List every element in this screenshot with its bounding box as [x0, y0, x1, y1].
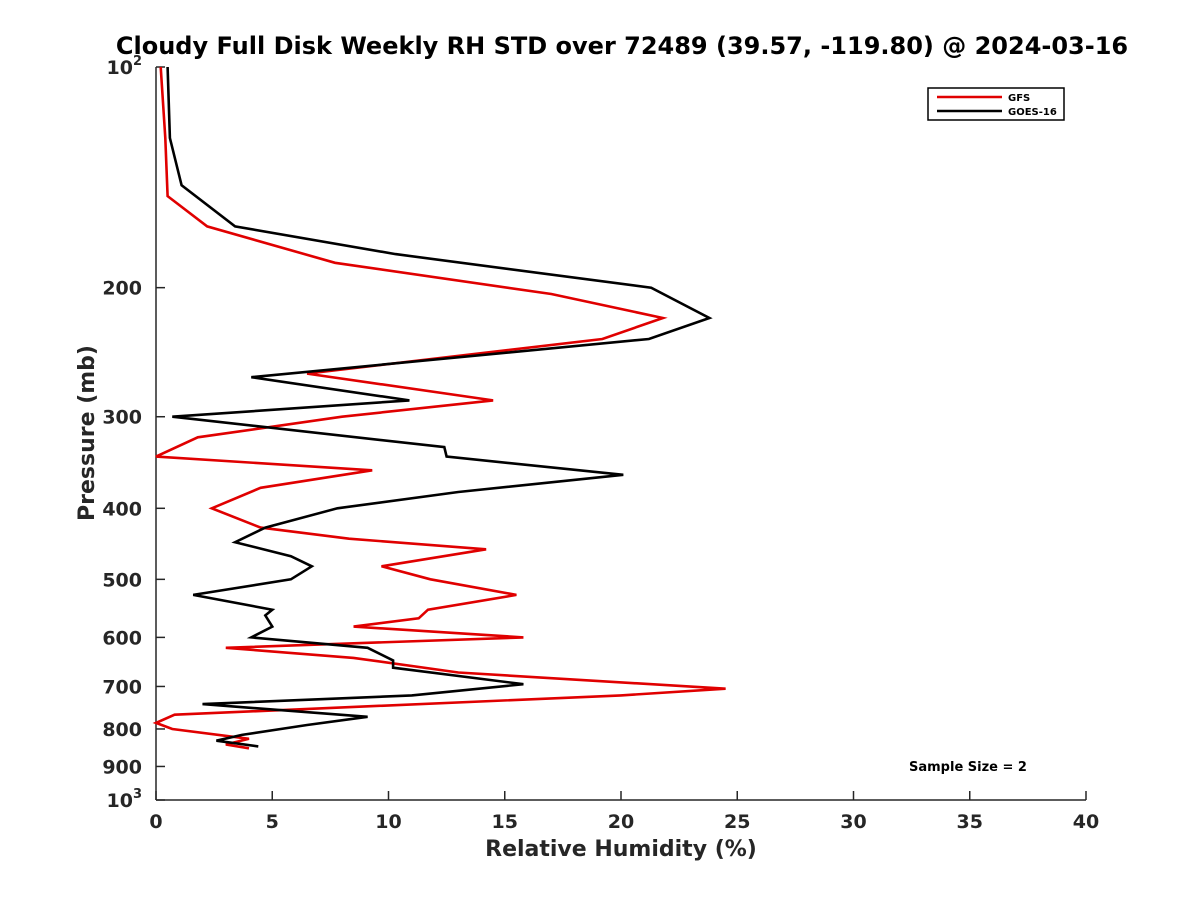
y-axis-label: Pressure (mb): [75, 345, 100, 521]
series-line-goes-16: [166, 66, 713, 748]
legend-label-goes-16: GOES-16: [1008, 107, 1057, 118]
legend-box: [927, 87, 1065, 121]
legend: GFS GOES-16: [927, 87, 1065, 121]
x-tick-label: 0: [149, 811, 162, 833]
y-tick-label: 400: [102, 498, 142, 520]
y-tick-label: 102: [107, 54, 143, 79]
y-tick-label: 900: [102, 756, 142, 778]
series-line-gfs: [152, 66, 726, 750]
x-tick-label: 30: [840, 811, 866, 833]
plot-area: 0 5 10 15 20 25 30 35 40 102 200 300 400 500 600 700 800…: [102, 54, 1099, 833]
y-tick-label: 600: [102, 627, 142, 649]
x-tick-label: 5: [266, 811, 279, 833]
y-tick-label: 700: [102, 676, 142, 698]
y-tick-label: 200: [102, 278, 142, 300]
y-tick-label: 300: [102, 407, 142, 429]
y-tick-label: 103: [107, 787, 143, 812]
sample-size-annotation: Sample Size = 2: [909, 760, 1027, 775]
x-tick-label: 15: [492, 811, 518, 833]
x-tick-label: 25: [724, 811, 750, 833]
y-tick-label: 800: [102, 719, 142, 741]
x-tick-label: 35: [957, 811, 983, 833]
chart-title: Cloudy Full Disk Weekly RH STD over 7248…: [116, 32, 1128, 60]
x-axis-label: Relative Humidity (%): [485, 837, 757, 862]
x-tick-label: 10: [375, 811, 401, 833]
legend-label-gfs: GFS: [1008, 93, 1030, 104]
x-tick-label: 20: [608, 811, 634, 833]
y-tick-label: 500: [102, 569, 142, 591]
x-tick-label: 40: [1073, 811, 1099, 833]
